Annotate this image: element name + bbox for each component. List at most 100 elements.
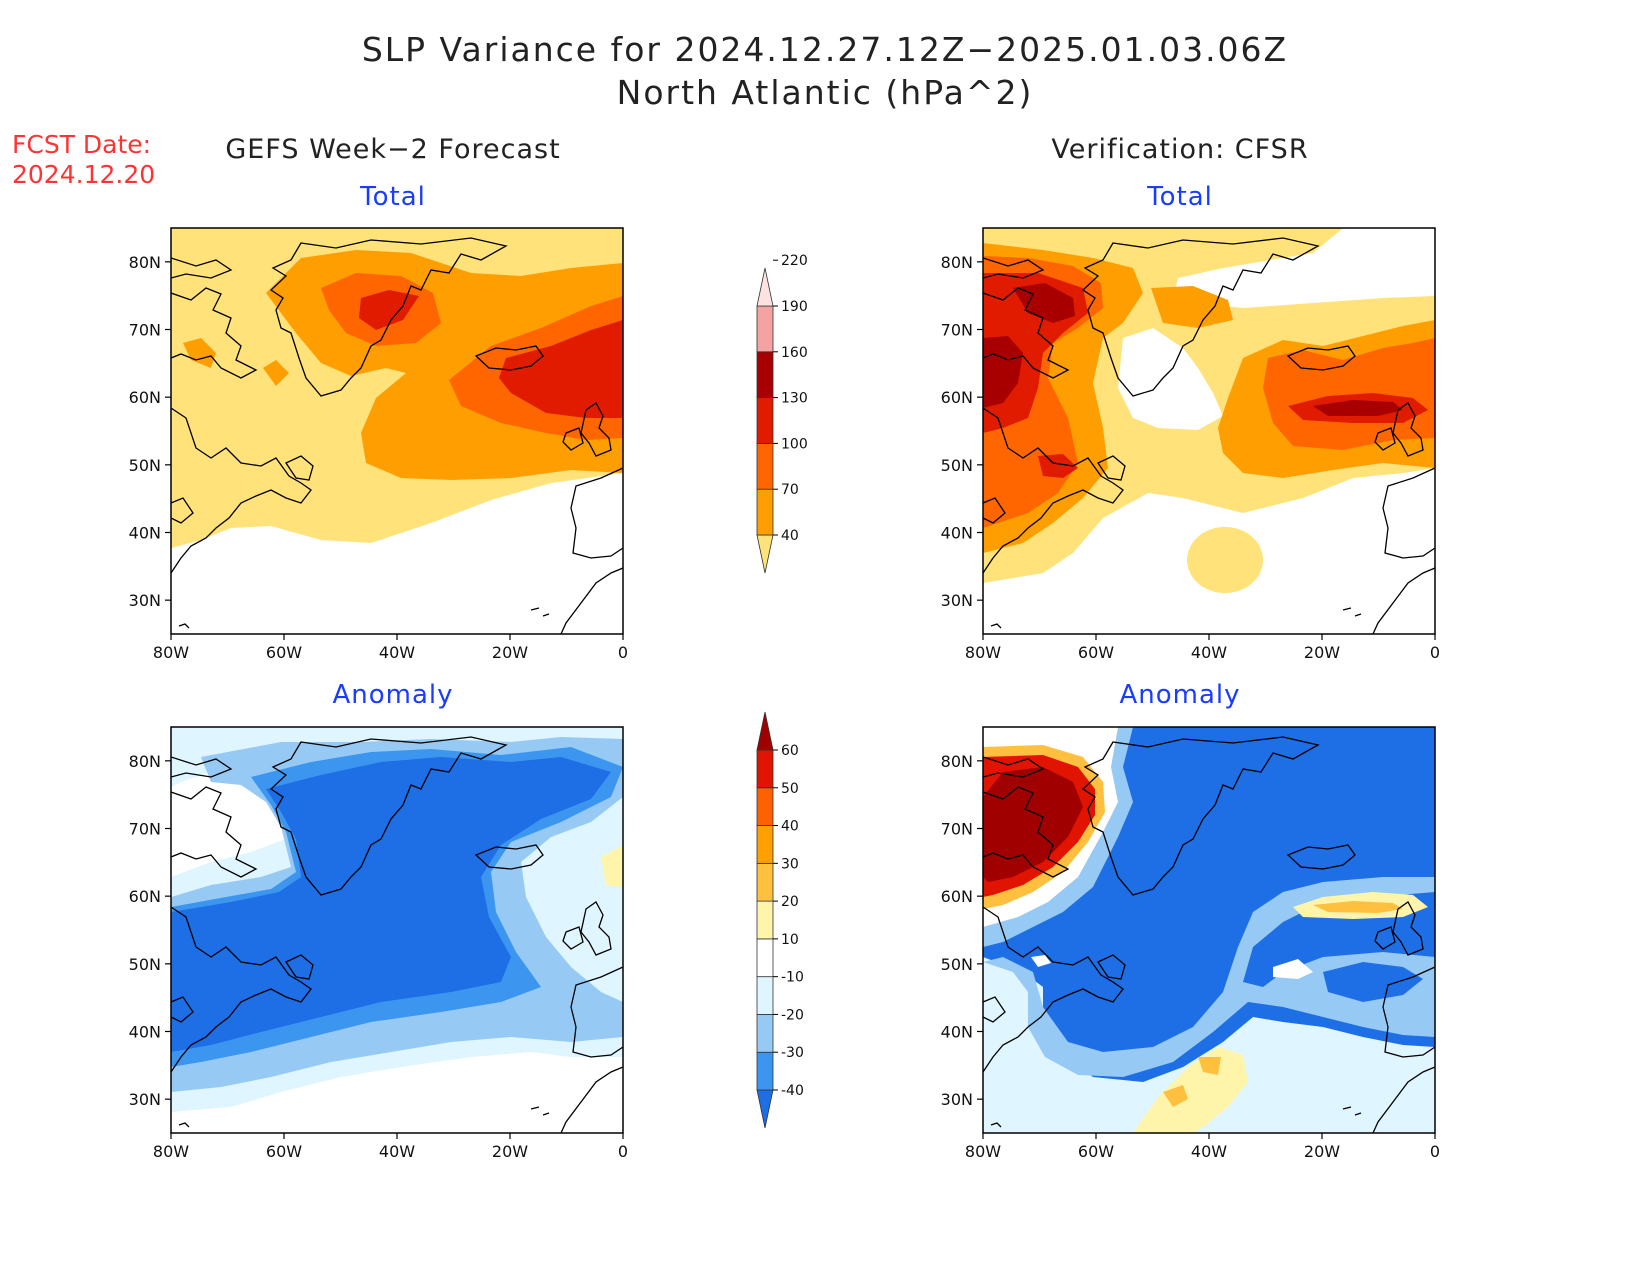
contour-anom-20-30-c xyxy=(1198,1057,1221,1075)
lon-tick-label: 60W xyxy=(1078,1142,1114,1161)
lat-tick-label: 30N xyxy=(941,1090,973,1109)
main-subtitle: North Atlantic (hPa^2) xyxy=(616,73,1034,112)
lon-tick-label: 40W xyxy=(379,1142,415,1161)
lat-tick-label: 60N xyxy=(129,388,161,407)
column-title-forecast: GEFS Week−2 Forecast xyxy=(225,134,561,165)
contour-anom-lt-40 xyxy=(171,757,611,1052)
lat-tick-label: 60N xyxy=(129,887,161,906)
lon-tick-label: 20W xyxy=(1304,1142,1340,1161)
contour-total-160-190 xyxy=(1013,283,1075,323)
map-forecast-total xyxy=(170,227,624,635)
contour-anom-10-20-c xyxy=(1133,1047,1248,1133)
panel-title-verification-anomaly: Anomaly xyxy=(1119,680,1241,710)
colorbar-label: 100 xyxy=(781,436,808,452)
contour-anom-neutral-b xyxy=(1273,959,1313,979)
colorbar-segment xyxy=(756,351,774,398)
lat-tick-label: 50N xyxy=(129,456,161,475)
contour-total-70-100b xyxy=(1151,286,1233,328)
lon-tick-label: 40W xyxy=(1191,1142,1227,1161)
contour-total-130-160b xyxy=(499,320,623,418)
colorbar-segment xyxy=(756,862,774,902)
lat-tick-label: 80N xyxy=(941,752,973,771)
lon-tick-label: 80W xyxy=(153,643,189,662)
lat-tick-label: 40N xyxy=(941,524,973,543)
panel-title-forecast-total: Total xyxy=(360,182,426,212)
lon-tick-label: 80W xyxy=(965,1142,1001,1161)
colorbar-label: 50 xyxy=(781,781,799,797)
contour-total-40-70b xyxy=(1187,527,1263,593)
colorbar-segment xyxy=(756,1089,774,1129)
colorbar-label: -20 xyxy=(781,1007,804,1023)
colorbar-label: -30 xyxy=(781,1045,804,1061)
colorbar-segment xyxy=(756,825,774,864)
lat-tick-label: 30N xyxy=(941,591,973,610)
colorbar-label: 20 xyxy=(781,894,799,910)
colorbar-segment xyxy=(756,442,774,490)
lon-tick-label: 60W xyxy=(266,643,302,662)
main-title: SLP Variance for 2024.12.27.12Z−2025.01.… xyxy=(361,30,1289,69)
lat-tick-label: 40N xyxy=(941,1023,973,1042)
contour-total-130-160 xyxy=(359,290,419,330)
colorbar-label: 190 xyxy=(781,299,808,315)
contour-anom-20-30-b xyxy=(1313,901,1403,913)
colorbar-label: 130 xyxy=(781,391,808,407)
column-title-verification: Verification: CFSR xyxy=(1051,134,1309,165)
lat-tick-label: 50N xyxy=(129,955,161,974)
contour-total-160-190c xyxy=(1313,400,1403,416)
lat-tick-label: 70N xyxy=(941,820,973,839)
colorbar-segment xyxy=(756,711,774,751)
colorbar-label: 160 xyxy=(781,345,808,361)
colorbar-total: 40 70 100 130 160 190 220 xyxy=(756,253,808,574)
fcst-date-value: 2024.12.20 xyxy=(12,160,156,189)
contour-total-70-100c xyxy=(183,338,216,368)
lat-tick-label: 80N xyxy=(129,253,161,272)
contour-total-130-160b xyxy=(1038,454,1078,478)
lat-tick-label: 70N xyxy=(941,321,973,340)
lat-tick-label: 40N xyxy=(129,524,161,543)
colorbar-segment xyxy=(756,267,774,307)
contour-anom-lt-40-b xyxy=(1323,962,1423,1002)
colorbar-label: 30 xyxy=(781,856,799,872)
colorbar-anomaly: -40 -30 -20 -10 10 20 30 40 50 60 xyxy=(756,711,804,1129)
lat-tick-label: 60N xyxy=(941,388,973,407)
colorbar-segment xyxy=(756,787,774,826)
colorbar-label: 60 xyxy=(781,743,799,759)
lat-tick-label: 30N xyxy=(129,1090,161,1109)
colorbar-segment xyxy=(756,976,774,1015)
lat-tick-label: 80N xyxy=(129,752,161,771)
lon-tick-label: 80W xyxy=(965,643,1001,662)
colorbar-label: 40 xyxy=(781,819,799,835)
contour-total-70-100d xyxy=(263,360,289,386)
colorbar-segment xyxy=(756,749,774,789)
colorbar-label: 40 xyxy=(781,528,799,544)
lon-tick-label: 60W xyxy=(266,1142,302,1161)
map-verification-anomaly xyxy=(982,726,1436,1134)
colorbar-label: 10 xyxy=(781,932,799,948)
colorbar-segment xyxy=(756,488,774,536)
lat-tick-label: 30N xyxy=(129,591,161,610)
lat-tick-label: 80N xyxy=(941,253,973,272)
lat-tick-label: 70N xyxy=(129,820,161,839)
lat-tick-label: 70N xyxy=(129,321,161,340)
panel-title-forecast-anomaly: Anomaly xyxy=(332,680,454,710)
colorbar-segment xyxy=(756,1051,774,1091)
colorbar-segment xyxy=(756,397,774,444)
lon-tick-label: 20W xyxy=(492,643,528,662)
colorbar-label: 70 xyxy=(781,482,799,498)
colorbar-segment xyxy=(756,1014,774,1053)
map-axes: 80N 70N 60N 50N 40N 30N 80W 60W 40W 20W 0 80N 70N 60N… xyxy=(129,253,1440,1161)
panel-title-verification-total: Total xyxy=(1147,182,1213,212)
lat-tick-label: 50N xyxy=(941,456,973,475)
contour-anom-neutral-c xyxy=(1031,955,1051,967)
colorbar-segment xyxy=(756,900,774,940)
lon-tick-label: 40W xyxy=(1191,643,1227,662)
contour-anom-10-20 xyxy=(601,845,623,887)
contour-anom-10-20neg xyxy=(983,957,1435,1133)
lon-tick-label: 80W xyxy=(153,1142,189,1161)
colorbar-label: -10 xyxy=(781,970,804,986)
lon-tick-label: 60W xyxy=(1078,643,1114,662)
lon-tick-label: 0 xyxy=(618,1142,628,1161)
lon-tick-label: 0 xyxy=(618,643,628,662)
colorbar-segment xyxy=(756,534,774,574)
